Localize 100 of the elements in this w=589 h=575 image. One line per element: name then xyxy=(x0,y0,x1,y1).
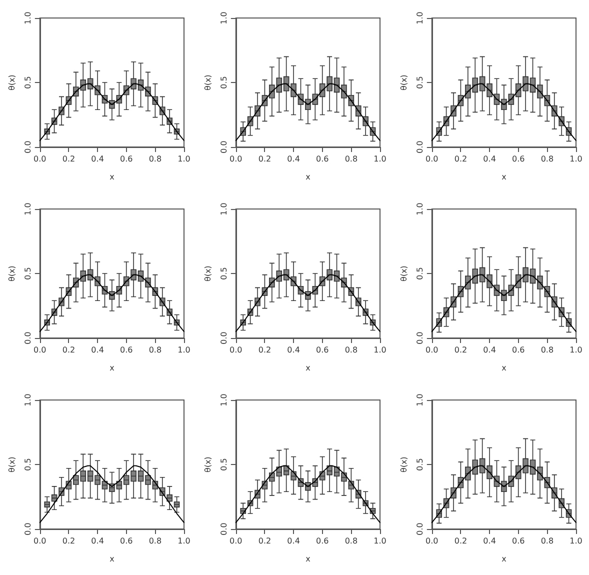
line-series xyxy=(235,83,380,142)
x-tick-label: 0.4 xyxy=(287,154,300,164)
x-tick-label: 0.6 xyxy=(120,346,133,354)
y-tick-label: 0.5 xyxy=(415,458,424,471)
x-tick-label: 0.0 xyxy=(34,536,46,546)
y-axis-title: θ(x) xyxy=(400,456,408,472)
y-tick-label: 0.0 xyxy=(415,140,424,154)
line-series xyxy=(431,465,576,524)
y-tick-label: 0.0 xyxy=(23,140,32,154)
x-tick-label: 1.0 xyxy=(570,154,582,164)
line-series xyxy=(39,465,184,524)
x-axis-title: x xyxy=(306,172,311,182)
x-tick-label: 0.8 xyxy=(540,154,554,164)
x-tick-label: 0.8 xyxy=(540,536,554,546)
x-axis-title: x xyxy=(306,554,311,564)
y-axis-title: θ(x) xyxy=(204,266,212,282)
x-tick-label: 1.0 xyxy=(374,346,386,354)
y-tick-label: 1.0 xyxy=(415,12,424,24)
y-tick-label: 0.0 xyxy=(23,522,32,536)
x-tick-label: 1.0 xyxy=(178,154,190,164)
y-axis-title: θ(x) xyxy=(204,74,212,90)
x-tick-label: 0.6 xyxy=(316,154,329,164)
y-tick-label: 1.0 xyxy=(23,394,32,406)
y-tick-label: 0.5 xyxy=(219,76,228,89)
x-tick-label: 0.4 xyxy=(483,154,496,164)
line-series xyxy=(39,83,184,142)
x-tick-label: 0.0 xyxy=(230,346,242,354)
x-tick-label: 0.0 xyxy=(230,154,242,164)
x-axis-title: x xyxy=(110,172,115,182)
x-tick-label: 0.6 xyxy=(512,536,525,546)
y-axis-title: θ(x) xyxy=(400,266,408,282)
y-tick-label: 1.0 xyxy=(219,202,228,216)
x-tick-label: 0.4 xyxy=(91,346,104,354)
x-tick-label: 0.6 xyxy=(512,346,525,354)
x-tick-label: 1.0 xyxy=(374,536,386,546)
x-tick-label: 0.0 xyxy=(426,154,438,164)
y-tick-label: 1.0 xyxy=(219,394,228,406)
y-tick-label: 1.0 xyxy=(23,202,32,216)
y-axis-title: θ(x) xyxy=(400,74,408,90)
y-tick-label: 0.0 xyxy=(415,332,424,344)
x-tick-label: 0.4 xyxy=(91,536,104,546)
y-tick-label: 0.5 xyxy=(23,267,32,280)
y-tick-label: 0.5 xyxy=(415,76,424,89)
x-tick-label: 0.8 xyxy=(148,536,162,546)
x-tick-label: 0.8 xyxy=(148,154,162,164)
y-tick-label: 0.5 xyxy=(219,267,228,280)
x-tick-label: 0.2 xyxy=(258,154,272,164)
x-tick-label: 0.4 xyxy=(483,536,496,546)
x-tick-label: 1.0 xyxy=(374,154,386,164)
x-axis-title: x xyxy=(306,364,311,372)
x-tick-label: 0.8 xyxy=(344,154,358,164)
y-tick-label: 0.0 xyxy=(219,332,228,344)
y-axis-title: θ(x) xyxy=(8,266,16,282)
y-axis-title: θ(x) xyxy=(204,456,212,472)
x-tick-label: 0.4 xyxy=(287,536,300,546)
x-tick-label: 0.6 xyxy=(120,154,133,164)
x-tick-label: 1.0 xyxy=(570,536,582,546)
x-axis-title: x xyxy=(110,364,115,372)
y-tick-label: 0.0 xyxy=(219,140,228,154)
x-tick-label: 0.4 xyxy=(483,346,496,354)
x-tick-label: 0.6 xyxy=(120,536,133,546)
x-tick-label: 0.0 xyxy=(230,536,242,546)
y-tick-label: 0.5 xyxy=(219,458,228,471)
x-tick-label: 0.6 xyxy=(316,536,329,546)
x-tick-label: 0.6 xyxy=(512,154,525,164)
x-tick-label: 0.8 xyxy=(540,346,554,354)
y-tick-label: 0.0 xyxy=(23,332,32,344)
y-tick-label: 1.0 xyxy=(23,12,32,24)
x-tick-label: 0.6 xyxy=(316,346,329,354)
x-tick-label: 0.8 xyxy=(148,346,162,354)
x-tick-label: 0.2 xyxy=(258,536,272,546)
line-series xyxy=(431,83,576,142)
y-tick-label: 1.0 xyxy=(219,12,228,24)
x-tick-label: 0.0 xyxy=(426,346,438,354)
x-tick-label: 0.0 xyxy=(34,346,46,354)
x-tick-label: 0.2 xyxy=(62,154,76,164)
x-tick-label: 0.2 xyxy=(62,536,76,546)
y-tick-label: 0.5 xyxy=(415,267,424,280)
x-tick-label: 0.2 xyxy=(454,154,468,164)
x-tick-label: 0.8 xyxy=(344,346,358,354)
x-axis-title: x xyxy=(110,554,115,564)
y-tick-label: 0.0 xyxy=(219,522,228,536)
x-axis-title: x xyxy=(502,554,507,564)
x-tick-label: 1.0 xyxy=(178,536,190,546)
x-tick-label: 0.2 xyxy=(454,346,468,354)
line-series xyxy=(235,465,380,524)
y-axis-title: θ(x) xyxy=(8,456,16,472)
y-axis-title: θ(x) xyxy=(8,74,16,90)
x-tick-label: 0.2 xyxy=(258,346,272,354)
x-tick-label: 0.2 xyxy=(62,346,76,354)
x-axis-title: x xyxy=(502,364,507,372)
x-tick-label: 0.8 xyxy=(344,536,358,546)
line-series xyxy=(431,274,576,332)
y-tick-label: 1.0 xyxy=(415,394,424,406)
line-series xyxy=(235,274,380,332)
x-tick-label: 0.0 xyxy=(34,154,46,164)
y-tick-label: 1.0 xyxy=(415,202,424,216)
y-tick-label: 0.0 xyxy=(415,522,424,536)
x-tick-label: 0.4 xyxy=(91,154,104,164)
x-tick-label: 0.2 xyxy=(454,536,468,546)
